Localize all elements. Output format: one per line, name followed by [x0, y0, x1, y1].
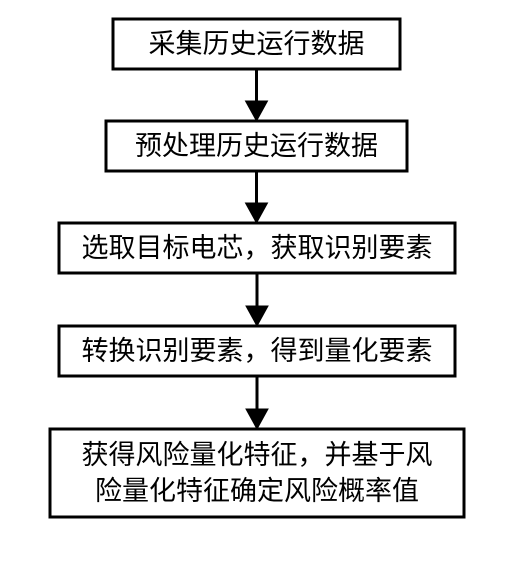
flow-node: 预处理历史运行数据 [106, 121, 407, 171]
flow-node-label: 获得风险量化特征，并基于风 [82, 440, 433, 470]
arrow-down-icon [246, 203, 268, 223]
flowchart-canvas: 采集历史运行数据预处理历史运行数据选取目标电芯，获取识别要素转换识别要素，得到量… [0, 0, 514, 585]
flow-node: 获得风险量化特征，并基于风险量化特征确定风险概率值 [50, 429, 464, 517]
flow-node-label: 选取目标电芯，获取识别要素 [82, 233, 433, 263]
flow-node-label: 采集历史运行数据 [149, 29, 365, 59]
arrow-down-icon [246, 409, 268, 429]
arrow-down-icon [246, 306, 268, 326]
arrow-down-icon [246, 101, 268, 121]
flow-node: 采集历史运行数据 [113, 19, 400, 69]
flow-node-label: 预处理历史运行数据 [135, 131, 378, 161]
flow-node: 转换识别要素，得到量化要素 [59, 326, 455, 376]
flow-node-label: 转换识别要素，得到量化要素 [82, 336, 433, 366]
flow-node: 选取目标电芯，获取识别要素 [59, 223, 455, 273]
flow-node-label: 险量化特征确定风险概率值 [95, 476, 419, 506]
